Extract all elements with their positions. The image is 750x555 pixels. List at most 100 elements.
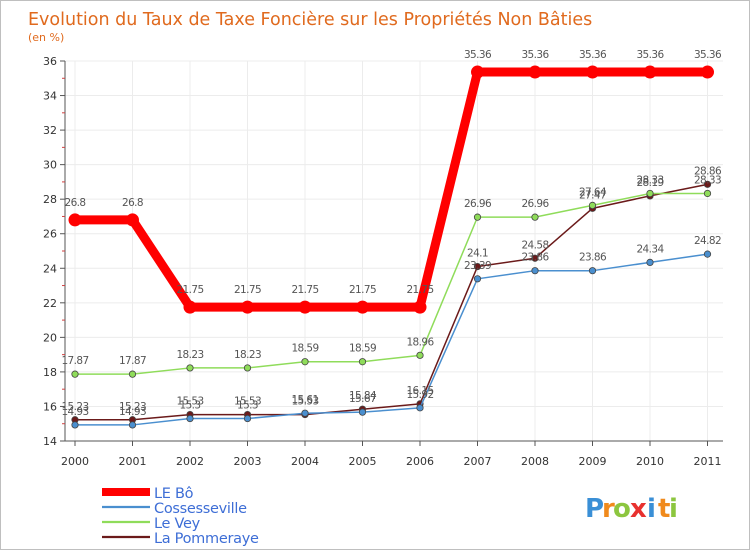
x-tick-label: 2005 bbox=[349, 455, 377, 468]
data-label: 15.53 bbox=[291, 396, 318, 408]
data-point bbox=[471, 65, 484, 79]
legend-label: Le Vey bbox=[154, 516, 201, 532]
data-point bbox=[356, 300, 369, 314]
data-label: 15.92 bbox=[406, 389, 433, 401]
x-tick-label: 2002 bbox=[176, 455, 204, 468]
data-point bbox=[703, 180, 712, 188]
data-label: 18.59 bbox=[291, 343, 318, 355]
data-label: 15.23 bbox=[61, 401, 88, 413]
series-line bbox=[70, 67, 712, 312]
data-point bbox=[703, 189, 712, 198]
data-point bbox=[358, 358, 367, 366]
data-point bbox=[588, 267, 597, 275]
x-tick-label: 2011 bbox=[694, 455, 722, 468]
x-tick-label: 2003 bbox=[234, 455, 262, 468]
data-label: 35.36 bbox=[636, 49, 664, 61]
logo-letter: o bbox=[613, 494, 631, 524]
data-point bbox=[241, 300, 254, 314]
x-tick-label: 2008 bbox=[521, 455, 549, 468]
data-label: 23.39 bbox=[464, 260, 491, 272]
y-tick-label: 36 bbox=[43, 55, 57, 68]
data-point bbox=[528, 65, 542, 79]
data-label: 15.3 bbox=[237, 400, 258, 412]
series-layer bbox=[68, 65, 714, 429]
data-label: 21.75 bbox=[234, 284, 261, 296]
data-point bbox=[646, 258, 654, 266]
logo-letter: i bbox=[669, 494, 678, 524]
x-tick-label: 2007 bbox=[464, 455, 492, 468]
proxiti-logo: Pro x i ti bbox=[585, 494, 678, 524]
data-label: 15.61 bbox=[291, 394, 318, 406]
y-tick-label: 32 bbox=[43, 124, 57, 137]
data-point bbox=[71, 370, 79, 378]
data-label: 35.36 bbox=[521, 49, 549, 61]
logo-letter: P bbox=[585, 494, 604, 524]
y-tick-label: 20 bbox=[43, 331, 57, 344]
x-tick-label: 2009 bbox=[579, 455, 607, 468]
data-label: 21.75 bbox=[406, 284, 433, 296]
data-point bbox=[703, 250, 712, 258]
chart-subtitle: (en %) bbox=[28, 31, 64, 44]
data-point bbox=[473, 275, 482, 283]
data-label: 26.8 bbox=[65, 197, 86, 209]
data-label: 26.96 bbox=[521, 198, 549, 210]
data-point bbox=[473, 213, 482, 221]
data-label: 15.53 bbox=[234, 396, 261, 408]
data-label: 15.84 bbox=[349, 390, 377, 402]
data-label: 24.82 bbox=[694, 235, 721, 247]
y-tick-label: 14 bbox=[43, 435, 57, 448]
data-label: 17.87 bbox=[119, 355, 146, 367]
data-point bbox=[531, 213, 539, 221]
logo-letter: r bbox=[602, 494, 615, 524]
data-point bbox=[588, 201, 597, 209]
y-tick-label: 24 bbox=[43, 262, 57, 275]
y-tick-label: 18 bbox=[43, 366, 57, 379]
logo-letter: x bbox=[630, 494, 647, 524]
legend-label: La Pommeraye bbox=[154, 531, 259, 547]
y-tick-label: 16 bbox=[43, 400, 57, 413]
y-tick-label: 30 bbox=[43, 159, 57, 172]
data-point bbox=[358, 408, 367, 416]
y-tick-label: 26 bbox=[43, 228, 57, 241]
data-label: 28.33 bbox=[694, 174, 721, 186]
data-point bbox=[531, 267, 539, 275]
data-point bbox=[301, 409, 309, 417]
data-label: 24.34 bbox=[636, 243, 664, 255]
series-line bbox=[74, 183, 709, 421]
data-point bbox=[71, 421, 79, 429]
data-label: 15.67 bbox=[349, 393, 376, 405]
data-label: 28.86 bbox=[694, 165, 722, 177]
data-point bbox=[128, 370, 137, 378]
data-label: 15.23 bbox=[119, 401, 146, 413]
data-point bbox=[68, 213, 82, 227]
data-point bbox=[701, 65, 714, 79]
data-point bbox=[586, 65, 599, 79]
data-point bbox=[301, 358, 309, 366]
legend-label: Cossesseville bbox=[154, 501, 247, 517]
data-point bbox=[126, 213, 139, 227]
series-line bbox=[74, 253, 709, 426]
data-label: 28.33 bbox=[636, 174, 663, 186]
data-point bbox=[416, 351, 424, 359]
data-point bbox=[183, 300, 197, 314]
data-point bbox=[298, 300, 312, 314]
data-label: 21.75 bbox=[291, 284, 318, 296]
data-point bbox=[186, 364, 194, 372]
axes: 14 16 18 20 22 24 26 28 30 32 34 36 2000 2001 2002 2003… bbox=[43, 55, 723, 468]
data-label: 26.96 bbox=[464, 198, 492, 210]
data-label: 23.86 bbox=[521, 252, 549, 264]
data-point bbox=[413, 300, 427, 314]
logo-letter: t bbox=[658, 494, 670, 524]
data-label: 26.8 bbox=[122, 197, 143, 209]
data-point bbox=[416, 404, 424, 412]
data-point bbox=[243, 364, 252, 372]
data-point bbox=[186, 414, 194, 423]
data-label: 21.75 bbox=[176, 284, 203, 296]
grid bbox=[65, 60, 723, 442]
chart-title: Evolution du Taux de Taxe Foncière sur l… bbox=[28, 10, 592, 30]
data-label: 21.75 bbox=[349, 284, 376, 296]
x-tick-label: 2010 bbox=[636, 455, 664, 468]
